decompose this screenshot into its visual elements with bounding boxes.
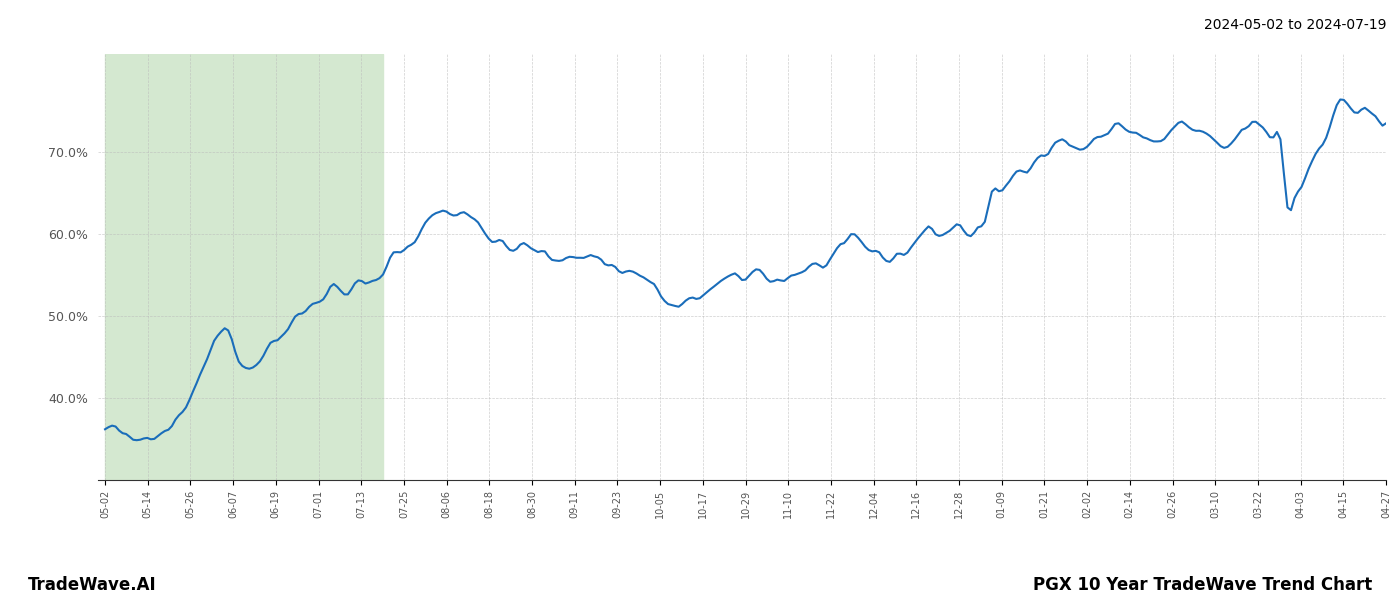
Text: 2024-05-02 to 2024-07-19: 2024-05-02 to 2024-07-19 <box>1204 18 1386 32</box>
Text: TradeWave.AI: TradeWave.AI <box>28 576 157 594</box>
Text: PGX 10 Year TradeWave Trend Chart: PGX 10 Year TradeWave Trend Chart <box>1033 576 1372 594</box>
Bar <box>105 54 382 480</box>
